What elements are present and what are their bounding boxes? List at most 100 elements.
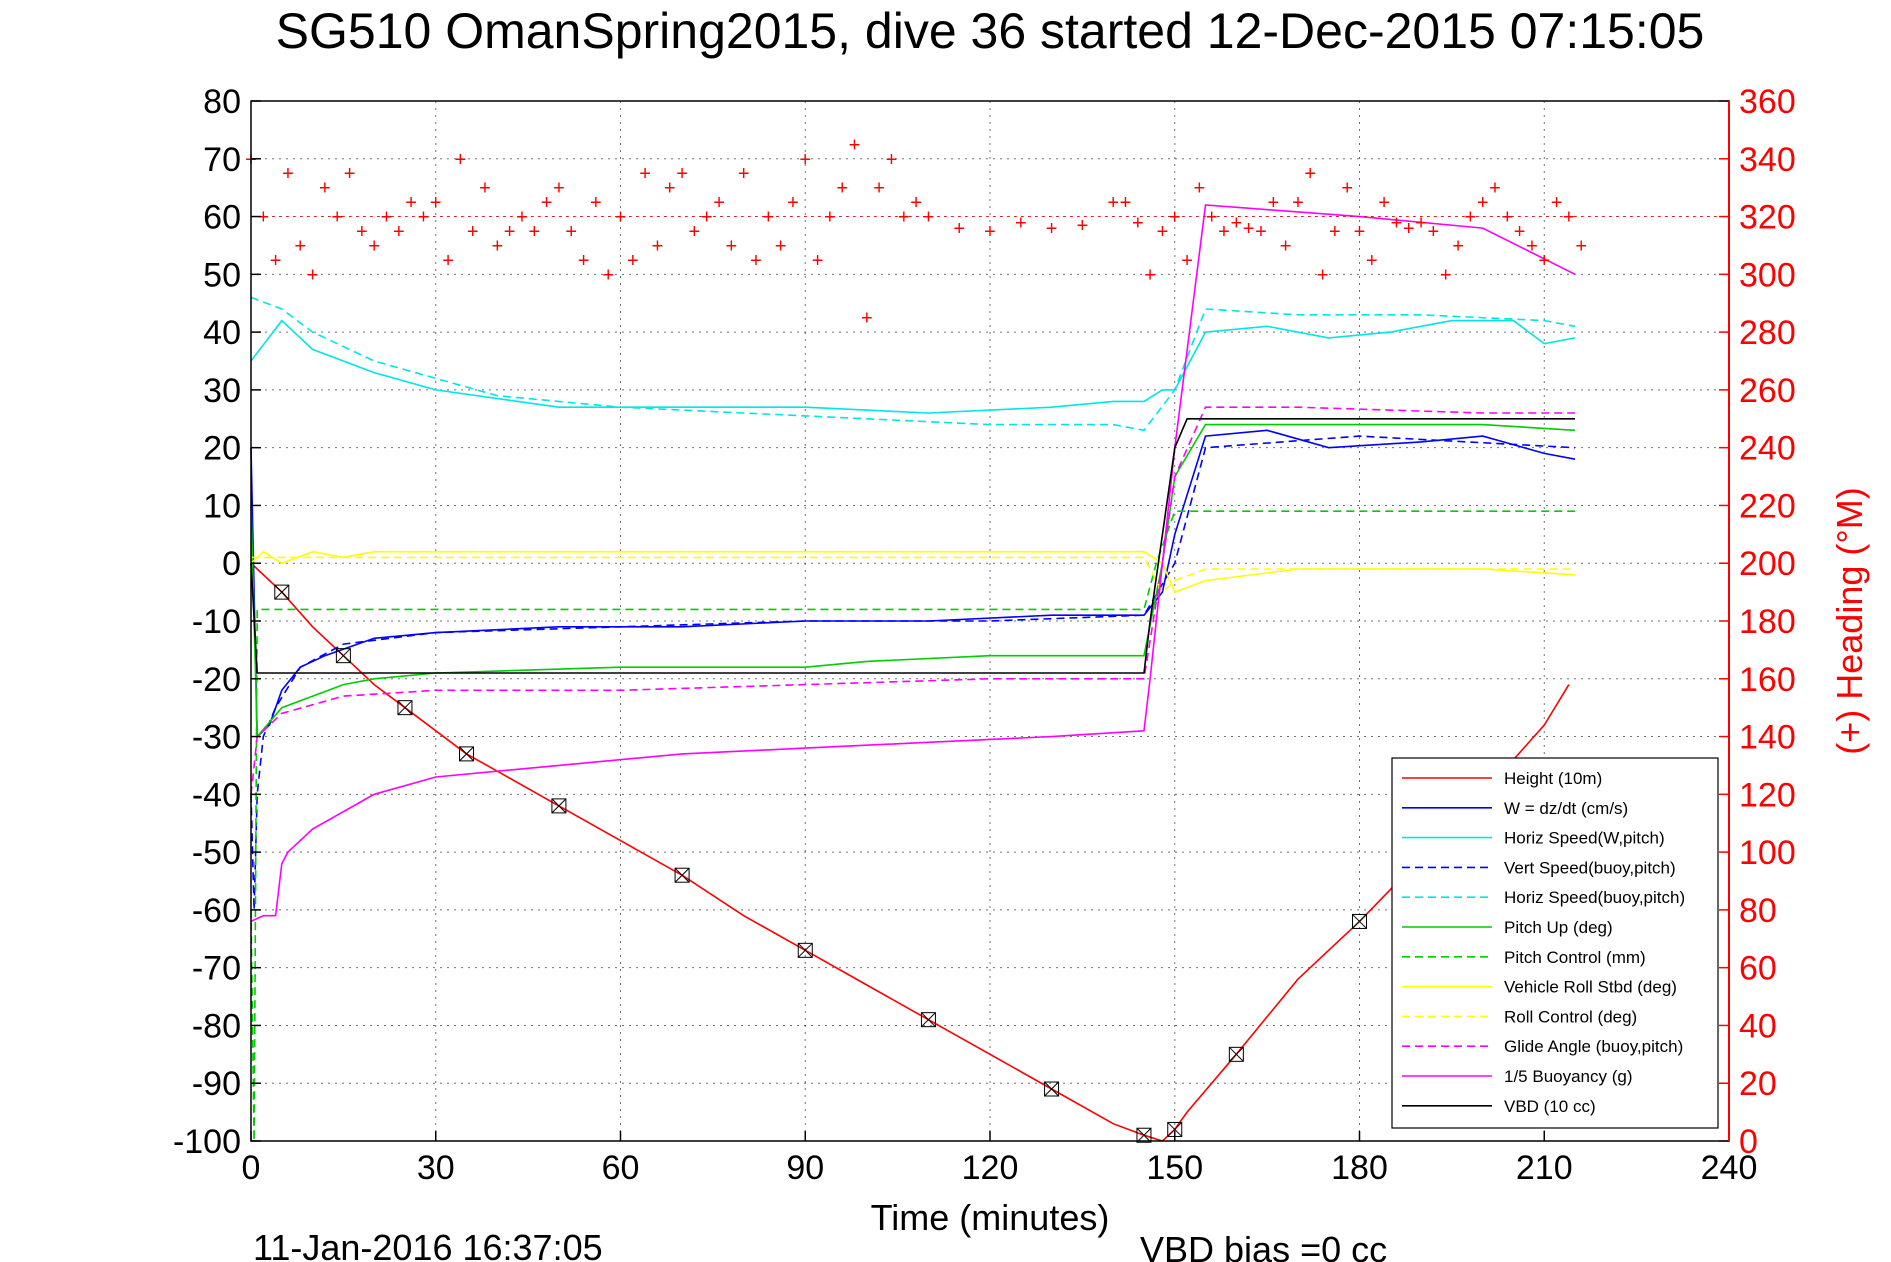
- heading-point: +: [689, 221, 701, 243]
- legend-label: Height (10m): [1504, 769, 1602, 788]
- heading-point: +: [886, 149, 898, 171]
- legend-label: VBD (10 cc): [1504, 1097, 1596, 1116]
- heading-point: +: [516, 207, 528, 229]
- height-marker: [1044, 1081, 1060, 1097]
- heading-point: +: [418, 207, 430, 229]
- height-marker: [459, 746, 475, 762]
- heading-point: +: [602, 264, 614, 286]
- heading-point: +: [1440, 264, 1452, 286]
- heading-point: +: [1489, 178, 1501, 200]
- y-tick-label-right: 320: [1739, 199, 1796, 237]
- legend-label: Vehicle Roll Stbd (deg): [1504, 978, 1677, 997]
- heading-point: +: [1243, 218, 1255, 240]
- legend-box: [1391, 757, 1719, 1129]
- heading-point: +: [1415, 212, 1427, 234]
- y-tick-label-left: 60: [203, 199, 241, 237]
- height-marker: [920, 1012, 936, 1028]
- heading-point: +: [1428, 221, 1440, 243]
- y-tick-label-right: 40: [1739, 1007, 1777, 1045]
- heading-point: +: [1157, 221, 1169, 243]
- y-tick-label-left: 0: [222, 545, 241, 583]
- heading-point: +: [953, 218, 965, 240]
- legend-label: Horiz Speed(buoy,pitch): [1504, 888, 1685, 907]
- heading-point: +: [393, 221, 405, 243]
- heading-point: +: [984, 221, 996, 243]
- legend-label: 1/5 Buoyancy (g): [1504, 1067, 1633, 1086]
- x-ticks: 0 30 60 90 120 150 180 210 240: [242, 1131, 1757, 1187]
- y-tick-label-left: -60: [192, 892, 241, 930]
- series-line-4: [250, 296, 1576, 432]
- y-tick-label-left: -100: [173, 1123, 241, 1161]
- heading-point: +: [1391, 212, 1403, 234]
- heading-point: +: [775, 235, 787, 257]
- heading-point: +: [1077, 215, 1089, 237]
- y-tick-label-left: -40: [192, 776, 241, 814]
- legend-label: Pitch Up (deg): [1504, 918, 1613, 937]
- heading-point: +: [1501, 207, 1513, 229]
- heading-point: +: [257, 207, 269, 229]
- height-marker: [1352, 913, 1367, 929]
- y-tick-label-right: 60: [1739, 950, 1777, 988]
- heading-point: +: [528, 221, 540, 243]
- y-tick-label-left: 80: [203, 83, 241, 121]
- heading-markers: ++++++++++++++++++++++++++++++++++++++++…: [245, 134, 1729, 330]
- heading-point: +: [1551, 192, 1563, 214]
- heading-point: +: [541, 192, 553, 214]
- heading-point: +: [750, 250, 762, 272]
- series-line-3: [250, 435, 1576, 910]
- heading-point: +: [1144, 264, 1156, 286]
- y-tick-label-left: -80: [192, 1007, 241, 1045]
- y-tick-label-right: 80: [1739, 892, 1777, 930]
- x-axis-label: Time (minutes): [871, 1197, 1110, 1238]
- height-marker: [274, 584, 290, 600]
- heading-point: +: [1341, 178, 1353, 200]
- height-marker: [335, 648, 351, 664]
- heading-point: +: [713, 192, 725, 214]
- y-tick-label-left: 70: [203, 141, 241, 179]
- legend-label: Horiz Speed(W,pitch): [1504, 829, 1665, 848]
- heading-point: +: [1292, 192, 1304, 214]
- y-tick-label-right: 220: [1739, 487, 1796, 525]
- series-line-11: [250, 417, 1575, 674]
- height-marker: [797, 942, 813, 958]
- y-tick-label-left: 10: [203, 487, 241, 525]
- x-tick-label: 60: [602, 1149, 640, 1187]
- y-tick-label-right: 360: [1739, 83, 1796, 121]
- heading-point: +: [676, 163, 688, 185]
- grid: [251, 101, 1729, 1141]
- legend-label: W = dz/dt (cm/s): [1504, 799, 1628, 818]
- y-tick-label-right: 100: [1739, 834, 1796, 872]
- heading-point: +: [787, 192, 799, 214]
- heading-point: +: [467, 221, 479, 243]
- footer-vbd-bias: VBD bias =0 cc: [1140, 1229, 1387, 1262]
- heading-point: +: [639, 163, 651, 185]
- heading-point: +: [910, 192, 922, 214]
- y-tick-label-left: -10: [192, 603, 241, 641]
- series-line-10: [250, 204, 1576, 923]
- heading-point: +: [738, 163, 750, 185]
- heading-point: +: [1366, 250, 1378, 272]
- heading-point: +: [331, 207, 343, 229]
- height-marker: [397, 700, 413, 716]
- x-tick-label: 0: [242, 1149, 261, 1187]
- heading-point: +: [615, 207, 627, 229]
- height-marker: [674, 867, 690, 883]
- heading-point: +: [701, 207, 713, 229]
- heading-point: +: [381, 207, 393, 229]
- heading-point: +: [590, 192, 602, 214]
- height-marker: [1136, 1127, 1152, 1143]
- heading-point: +: [368, 235, 380, 257]
- heading-point: +: [664, 178, 676, 200]
- heading-point: +: [1526, 235, 1538, 257]
- heading-point: +: [824, 207, 836, 229]
- heading-point: +: [1354, 221, 1366, 243]
- heading-point: +: [923, 207, 935, 229]
- heading-point: +: [344, 163, 356, 185]
- y-tick-label-left: -30: [192, 719, 241, 757]
- y-tick-label-left: -70: [192, 950, 241, 988]
- heading-point: +: [1563, 207, 1575, 229]
- heading-point: +: [1046, 218, 1058, 240]
- y-tick-label-left: -90: [192, 1065, 241, 1103]
- y-axis-label-right: (+) Heading (°M): [1829, 487, 1870, 754]
